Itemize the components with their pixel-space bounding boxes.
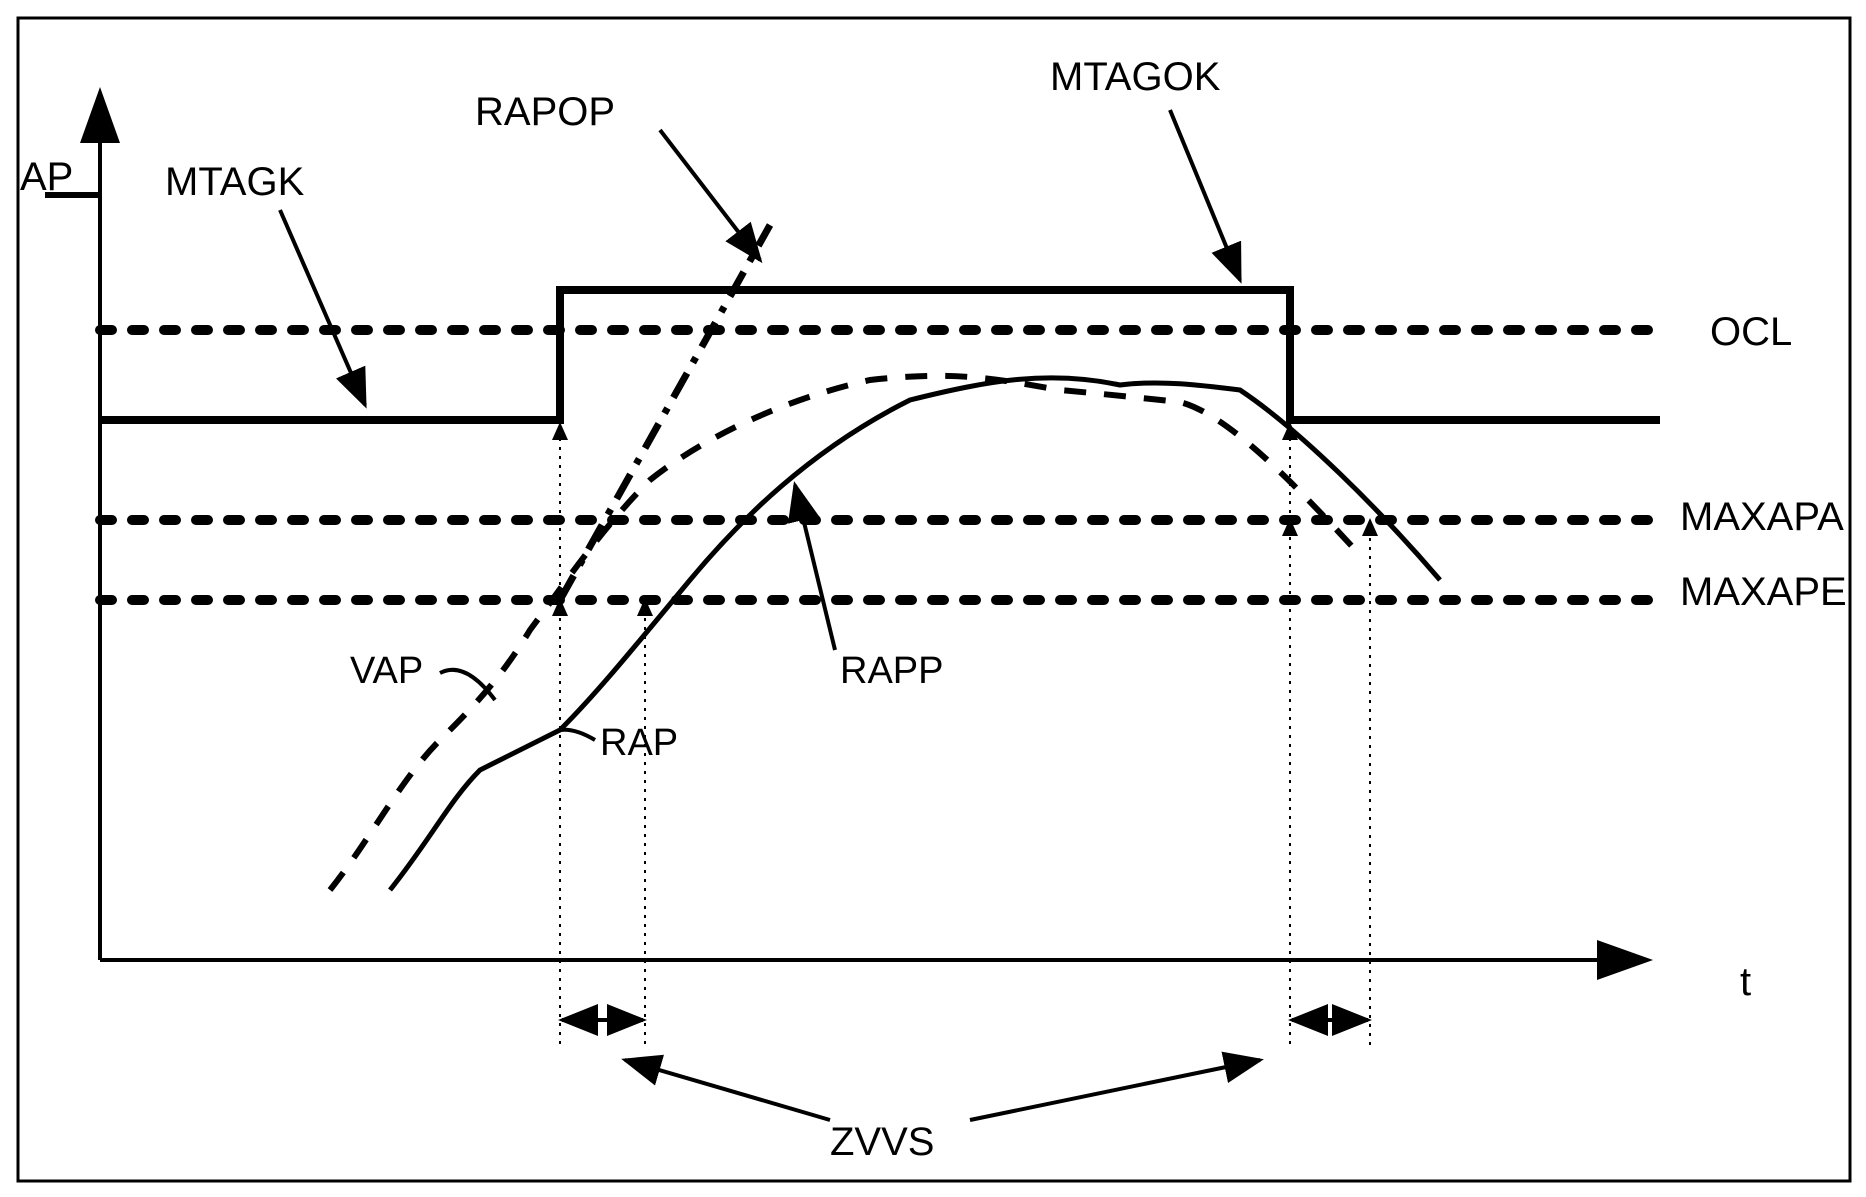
- rapop-label: RAPOP: [475, 90, 615, 135]
- callout-rapop: [660, 130, 760, 260]
- ocl-label: OCL: [1710, 310, 1792, 355]
- rap-label: RAP: [600, 722, 678, 765]
- callout-rap: [560, 730, 595, 740]
- callout-mtagok: [1170, 110, 1240, 280]
- y-axis-label: AP: [20, 155, 73, 200]
- vap-curve: [330, 376, 1360, 890]
- rap-curve: [390, 378, 1440, 890]
- diagram-container: AP t MTAGK RAPOP MTAGOK OCL MAXAPA MAXAP…: [0, 0, 1866, 1197]
- mtagk-label: MTAGK: [165, 160, 304, 205]
- callout-vap: [440, 670, 495, 700]
- callout-mtagk: [280, 210, 365, 405]
- callout-rapp: [795, 485, 835, 650]
- rapop-curve: [560, 225, 770, 600]
- maxapa-label: MAXAPA: [1680, 495, 1844, 540]
- mtagok-label: MTAGOK: [1050, 55, 1220, 100]
- vap-label: VAP: [350, 650, 423, 693]
- callout-zvvs-r: [970, 1060, 1260, 1120]
- guide-arrow-1a: [552, 422, 568, 440]
- zvvs-label: ZVVS: [830, 1120, 934, 1165]
- callout-zvvs-l: [625, 1060, 830, 1120]
- rapp-label: RAPP: [840, 650, 943, 693]
- mtagok-step: [100, 290, 1660, 420]
- x-axis-label: t: [1740, 960, 1751, 1005]
- maxape-label: MAXAPE: [1680, 570, 1847, 615]
